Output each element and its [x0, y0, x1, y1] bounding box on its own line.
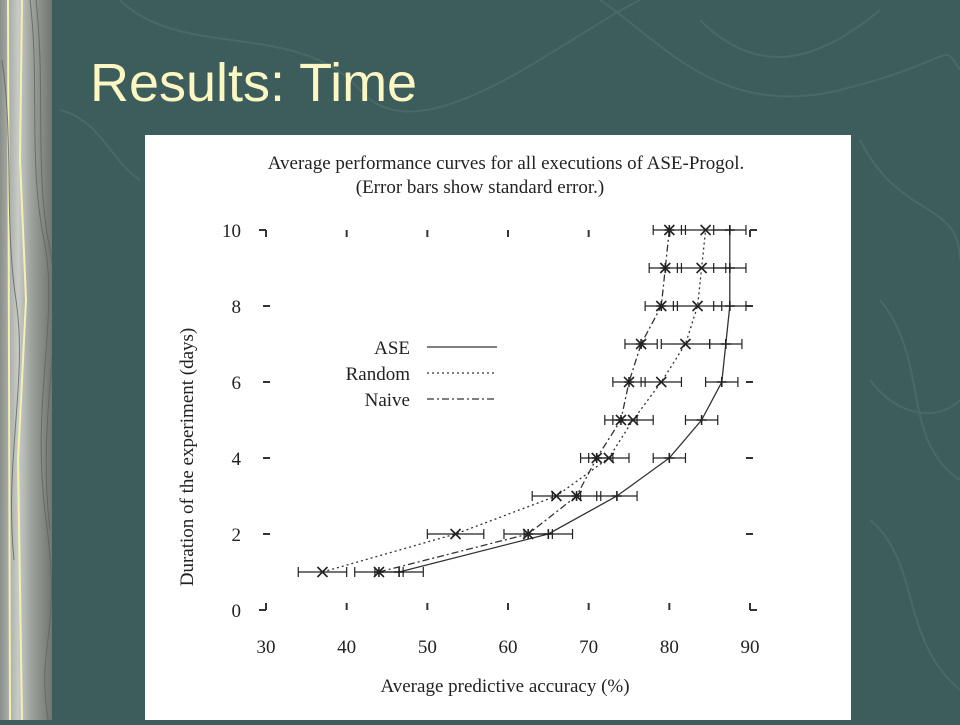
axes-layer: 30 40 50 60 70 80 90 0 2 4 6 8 10 [222, 221, 760, 658]
x-tick-label: 50 [418, 637, 437, 658]
data-point [623, 376, 635, 388]
data-point [696, 262, 708, 274]
y-tick-label: 6 [232, 373, 242, 394]
series-ase [374, 225, 747, 577]
chart-subtitle: (Error bars show standard error.) [356, 177, 605, 198]
x-axis-label: Average predictive accuracy (%) [380, 676, 629, 697]
y-tick-label: 4 [232, 449, 242, 470]
series-line [378, 229, 670, 573]
data-point [659, 262, 671, 274]
data-point [700, 224, 712, 236]
corner-mark [749, 229, 757, 237]
data-point [522, 528, 534, 540]
data-point [316, 566, 329, 578]
y-tick-label: 10 [222, 221, 241, 242]
decorative-map-strip [0, 0, 56, 721]
data-point [720, 339, 731, 349]
series-line [398, 230, 731, 573]
data-point [724, 301, 735, 311]
corner-mark [749, 603, 757, 611]
data-point [635, 338, 647, 350]
data-point [724, 263, 735, 273]
data-point [663, 224, 675, 236]
data-point [591, 452, 603, 464]
x-tick-label: 80 [660, 637, 679, 658]
y-tick-label: 2 [232, 525, 242, 546]
data-point [655, 300, 667, 312]
y-tick-label: 0 [232, 601, 242, 622]
chart-title: Average performance curves for all execu… [268, 153, 745, 174]
x-tick-label: 40 [337, 637, 356, 658]
series-naive [354, 224, 687, 578]
slide-title: Results: Time [90, 53, 418, 113]
corner-mark [259, 229, 267, 237]
performance-chart: Average performance curves for all execu… [177, 153, 760, 697]
x-tick-label: 90 [741, 637, 760, 658]
data-point [373, 566, 385, 578]
legend: ASE Random Naive [346, 338, 497, 411]
data-point [716, 377, 727, 387]
corner-mark [259, 603, 267, 611]
y-axis-label: Duration of the experiment (days) [177, 328, 198, 587]
data-point [571, 490, 583, 502]
legend-label: Naive [365, 390, 410, 411]
x-tick-label: 60 [499, 637, 518, 658]
legend-label: Random [346, 364, 411, 385]
series-layer [297, 224, 747, 578]
data-point [450, 528, 462, 540]
figure-panel: Average performance curves for all execu… [145, 135, 851, 720]
data-point [692, 300, 704, 312]
data-point [664, 453, 675, 463]
data-point [655, 376, 667, 388]
data-point [611, 491, 622, 501]
y-tick-label: 8 [232, 297, 242, 318]
series-random [297, 224, 731, 578]
data-point [615, 414, 627, 426]
data-point [679, 338, 692, 350]
legend-label: ASE [374, 338, 410, 359]
x-tick-label: 30 [257, 637, 276, 658]
x-tick-label: 70 [579, 637, 598, 658]
data-point [696, 415, 707, 425]
